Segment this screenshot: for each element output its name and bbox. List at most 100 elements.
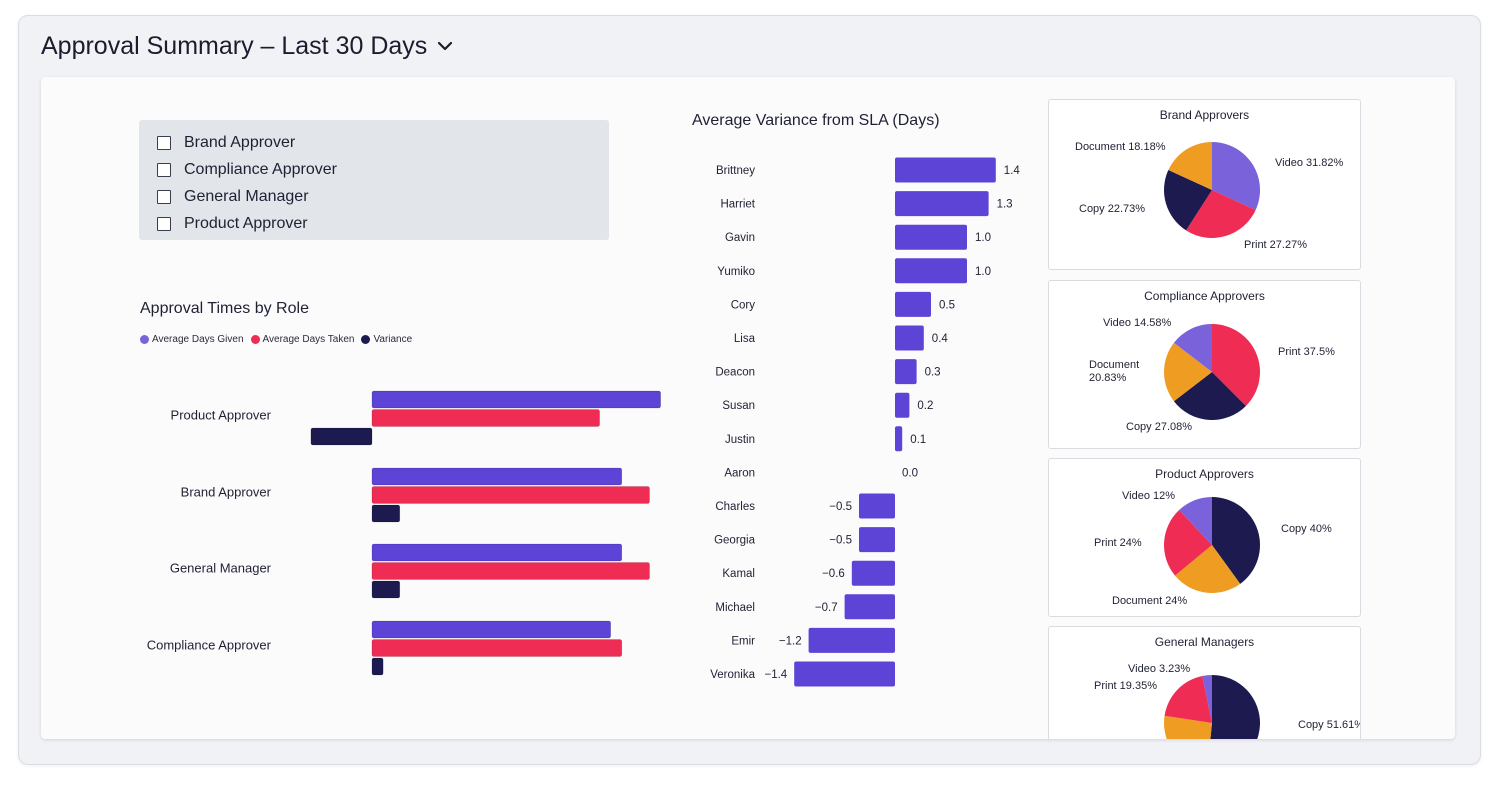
value-label: −1.4 — [764, 669, 787, 681]
value-label: −0.7 — [815, 602, 838, 614]
bar-average-days-taken — [371, 639, 623, 657]
category-label: Compliance Approver — [147, 638, 272, 653]
value-label: 0.1 — [910, 434, 926, 446]
bar-average-days-taken — [371, 409, 600, 427]
legend-dot — [361, 335, 371, 344]
filter-label: Brand Approver — [184, 133, 296, 151]
variance-bar — [859, 493, 895, 519]
value-label: 0.2 — [917, 400, 933, 412]
person-label: Michael — [715, 602, 755, 614]
value-label: 1.0 — [975, 232, 991, 244]
pie-slice-print — [1164, 510, 1212, 576]
page-title-dropdown[interactable]: Approval Summary – Last 30 Days — [41, 30, 453, 62]
bar-average-days-given — [371, 390, 661, 409]
pie-card-general: General Managers Copy 51.61% Print 19.35%… — [1048, 626, 1361, 739]
checkbox[interactable] — [157, 162, 171, 177]
value-label: −1.2 — [779, 635, 802, 647]
pie-slice-video — [1212, 142, 1260, 210]
person-label: Brittney — [716, 165, 755, 177]
legend-label: Average Days Taken — [262, 334, 355, 345]
legend-dot — [250, 335, 260, 344]
pie-slice-video — [1202, 675, 1212, 723]
checkbox[interactable] — [157, 189, 171, 204]
slice-label: Video 14.58% — [1103, 317, 1172, 329]
variance-bar — [808, 627, 895, 653]
person-label: Yumiko — [717, 266, 755, 278]
pie-chart-general: Copy 51.61% Print 19.35% Video 3.23% — [1094, 663, 1361, 739]
filter-label: Product Approver — [184, 214, 308, 232]
pie-title: Brand Approvers — [1159, 108, 1250, 122]
value-label: 1.0 — [975, 266, 991, 278]
legend-label: Variance — [373, 334, 413, 345]
slice-label: Video 3.23% — [1128, 663, 1190, 675]
variance-bar — [895, 426, 903, 452]
approval-times-legend: Average Days Given Average Days Taken Va… — [140, 334, 412, 345]
pie-slice-copy — [1164, 170, 1212, 231]
value-label: −0.5 — [829, 535, 852, 547]
value-label: 0.4 — [932, 333, 949, 345]
bar-average-days-taken — [371, 562, 650, 580]
page-title: Approval Summary – Last 30 Days — [41, 31, 428, 60]
category-label: Brand Approver — [181, 485, 272, 500]
filter-general-manager[interactable]: General Manager — [139, 183, 609, 210]
pie-slice-copy — [1212, 497, 1260, 584]
variance-bar — [895, 325, 924, 351]
pie-title: Product Approvers — [1155, 467, 1254, 481]
pie-slice-video — [1179, 497, 1212, 545]
variance-bar — [895, 157, 996, 183]
pie-slice-document — [1164, 715, 1212, 739]
person-label: Lisa — [734, 333, 756, 345]
slice-label: Print 27.27% — [1244, 239, 1307, 251]
category-label: Product Approver — [171, 408, 272, 423]
slice-label: Document 18.18% — [1075, 141, 1166, 153]
variance-chart-title: Average Variance from SLA (Days) — [692, 112, 940, 129]
bar-variance — [371, 657, 384, 676]
bar-average-days-given — [371, 467, 623, 486]
variance-bar — [851, 560, 895, 586]
checkbox[interactable] — [157, 135, 171, 150]
person-label: Deacon — [715, 367, 755, 379]
filter-compliance-approver[interactable]: Compliance Approver — [139, 156, 609, 183]
dashboard-panel: Brand Approver Compliance Approver Gener… — [41, 77, 1455, 739]
legend-label: Average Days Given — [152, 334, 244, 345]
value-label: 0.5 — [939, 299, 955, 311]
value-label: −0.5 — [829, 501, 852, 513]
person-label: Harriet — [720, 199, 755, 211]
filter-label: Compliance Approver — [184, 160, 337, 178]
person-label: Cory — [731, 299, 756, 311]
variance-bar — [895, 392, 910, 418]
pie-slice-document — [1175, 545, 1241, 593]
slice-label: Print 24% — [1094, 537, 1142, 549]
slice-label: Copy 51.61% — [1298, 719, 1361, 731]
pie-slice-copy — [1210, 675, 1260, 739]
dashboard-window: Approval Summary – Last 30 Days Brand Ap… — [18, 15, 1481, 765]
legend-item-given: Average Days Given — [140, 334, 244, 345]
person-label: Veronika — [710, 669, 755, 681]
slice-label: Copy 27.08% — [1126, 421, 1192, 433]
variance-bar — [895, 258, 967, 284]
value-label: 1.3 — [997, 199, 1013, 211]
value-label: 0.3 — [925, 367, 941, 379]
variance-bar — [794, 661, 895, 687]
slice-label: Document 24% — [1112, 595, 1187, 607]
pie-slice-copy — [1173, 372, 1246, 420]
variance-bar — [895, 224, 967, 250]
filter-label: General Manager — [184, 187, 309, 205]
person-label: Aaron — [724, 467, 755, 479]
person-label: Georgia — [714, 535, 756, 547]
variance-bar — [895, 191, 989, 217]
chevron-down-icon — [437, 41, 453, 51]
slice-label: Video 12% — [1122, 490, 1175, 502]
variance-bar — [895, 291, 931, 317]
legend-item-variance: Variance — [361, 334, 412, 345]
pie-chart-brand: Video 31.82% Print 27.27% Copy 22.73% Docum… — [1075, 141, 1344, 251]
value-label: 1.4 — [1004, 165, 1021, 177]
filter-brand-approver[interactable]: Brand Approver — [139, 129, 609, 156]
person-label: Kamal — [722, 568, 755, 580]
filter-product-approver[interactable]: Product Approver — [139, 210, 609, 237]
checkbox[interactable] — [157, 216, 171, 231]
approval-times-chart: Product Approver Brand Approver General Ma… — [147, 390, 661, 676]
pie-slice-document — [1168, 142, 1212, 190]
slice-label: Document 20.83% — [1089, 359, 1139, 384]
slice-label: Copy 40% — [1281, 523, 1332, 535]
